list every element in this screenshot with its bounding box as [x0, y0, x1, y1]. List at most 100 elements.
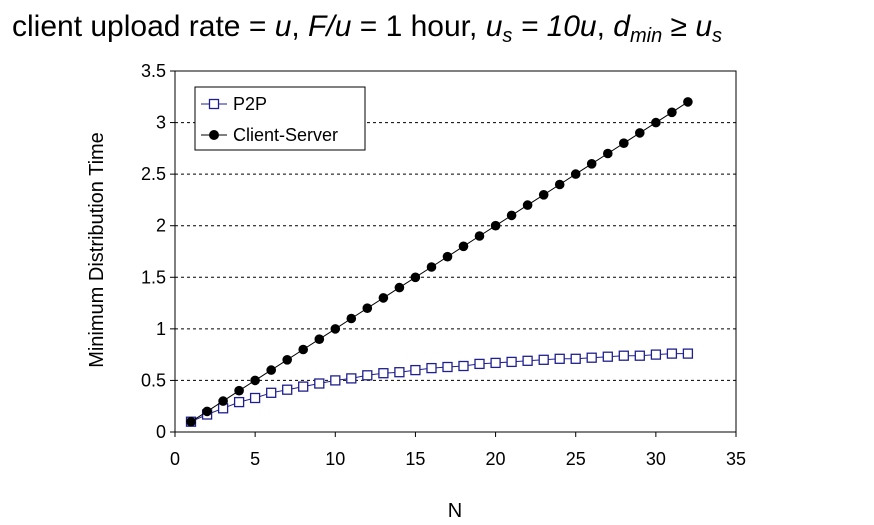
client-server-point: [683, 97, 693, 107]
x-tick-label: 15: [405, 449, 425, 469]
client-server-point: [603, 148, 613, 159]
title-part: min: [629, 25, 663, 47]
chart-title: client upload rate = u, F/u = 1 hour, us…: [12, 10, 722, 47]
x-tick-label: 0: [170, 449, 180, 469]
p2p-point: [474, 358, 485, 370]
client-server-point: [635, 128, 645, 138]
y-tick-label: 3.5: [141, 61, 166, 81]
y-tick-label: 1.5: [141, 267, 166, 287]
title-part: = 10u: [512, 10, 597, 43]
legend-p2p-marker: [208, 98, 220, 110]
p2p-point: [586, 352, 597, 363]
x-axis-label: N: [448, 500, 462, 522]
y-axis-label: Minimum Distribution Time: [86, 132, 108, 368]
p2p-point: [330, 375, 341, 386]
client-server-point: [570, 169, 581, 179]
title-part: ,: [291, 10, 309, 43]
client-server-point: [538, 190, 549, 200]
client-server-point: [378, 293, 389, 303]
legend-cs-marker: [209, 130, 219, 140]
title-part: F/u: [308, 10, 352, 43]
p2p-point: [650, 349, 662, 360]
p2p-point: [554, 353, 565, 364]
title-part: u: [274, 10, 292, 43]
client-server-point: [234, 385, 244, 396]
p2p-point: [490, 357, 501, 369]
legend-cs-label: Client-Server: [233, 125, 338, 145]
p2p-point: [522, 355, 533, 366]
series-layer: [185, 97, 694, 427]
client-server-point: [410, 272, 421, 283]
p2p-point: [249, 392, 261, 404]
p2p-point: [410, 364, 421, 376]
p2p-point: [298, 381, 309, 392]
title-part: client upload rate =: [12, 10, 275, 43]
p2p-point: [602, 351, 613, 362]
legend-p2p-label: P2P: [233, 94, 267, 114]
p2p-point: [362, 370, 373, 381]
p2p-point: [618, 350, 629, 361]
y-tick-label: 0.5: [141, 370, 166, 390]
x-tick-label: 5: [250, 449, 260, 469]
client-server-point: [298, 344, 309, 355]
title-part: d: [613, 10, 630, 43]
p2p-point: [458, 360, 469, 372]
x-tick-label: 20: [486, 449, 506, 469]
p2p-point: [346, 373, 357, 384]
client-server-point: [186, 416, 196, 427]
p2p-point: [266, 387, 277, 398]
y-tick-label: 3: [156, 113, 166, 133]
client-server-point: [362, 303, 373, 314]
client-server-point: [218, 396, 228, 406]
p2p-point: [682, 348, 694, 359]
p2p-point: [378, 368, 389, 379]
client-server-point: [619, 138, 629, 148]
p2p-point: [233, 396, 245, 408]
client-server-point: [458, 241, 469, 252]
x-tick-label: 35: [726, 449, 746, 469]
p2p-point: [538, 354, 549, 365]
client-server-point: [346, 313, 357, 324]
p2p-point: [314, 378, 325, 389]
client-server-point: [394, 282, 405, 293]
title-part: u: [695, 10, 713, 43]
title-part: u: [485, 10, 503, 43]
x-tick-label: 30: [646, 449, 666, 469]
x-tick-label: 10: [325, 449, 345, 469]
client-server-point: [490, 220, 501, 231]
y-tick-label: 2: [156, 216, 166, 236]
client-server-point: [506, 210, 517, 221]
client-server-point: [426, 262, 437, 272]
client-server-point: [522, 200, 533, 210]
client-server-point: [282, 355, 293, 365]
p2p-point: [282, 384, 293, 395]
p2p-point: [570, 353, 581, 364]
client-server-point: [651, 117, 661, 128]
series-line-p2p: [190, 353, 688, 423]
client-server-point: [250, 375, 260, 386]
title-part: s: [502, 25, 513, 47]
p2p-point: [394, 367, 405, 378]
client-server-point: [442, 251, 453, 262]
y-tick-label: 1: [156, 319, 166, 339]
p2p-point: [426, 362, 437, 374]
title-part: ≥: [662, 10, 696, 43]
title-part: ,: [596, 10, 614, 43]
title-part: s: [712, 25, 723, 47]
p2p-point: [506, 356, 517, 368]
p2p-point: [634, 350, 645, 361]
client-server-point: [586, 159, 597, 169]
client-server-point: [330, 324, 341, 334]
client-server-point: [474, 231, 485, 241]
client-server-point: [202, 406, 212, 417]
axis-ticks: 0 0.5 1 1.5 2 2.5 3 3.5 0 5 10 15 20 25 30 35: [141, 61, 746, 469]
plot-frame: [174, 70, 737, 433]
client-server-point: [554, 179, 565, 190]
p2p-point: [442, 361, 453, 373]
y-tick-label: 0: [156, 422, 166, 442]
y-tick-label: 2.5: [141, 164, 166, 184]
client-server-point: [667, 107, 677, 118]
client-server-point: [266, 365, 277, 375]
legend: P2P Client-Server: [194, 86, 366, 151]
